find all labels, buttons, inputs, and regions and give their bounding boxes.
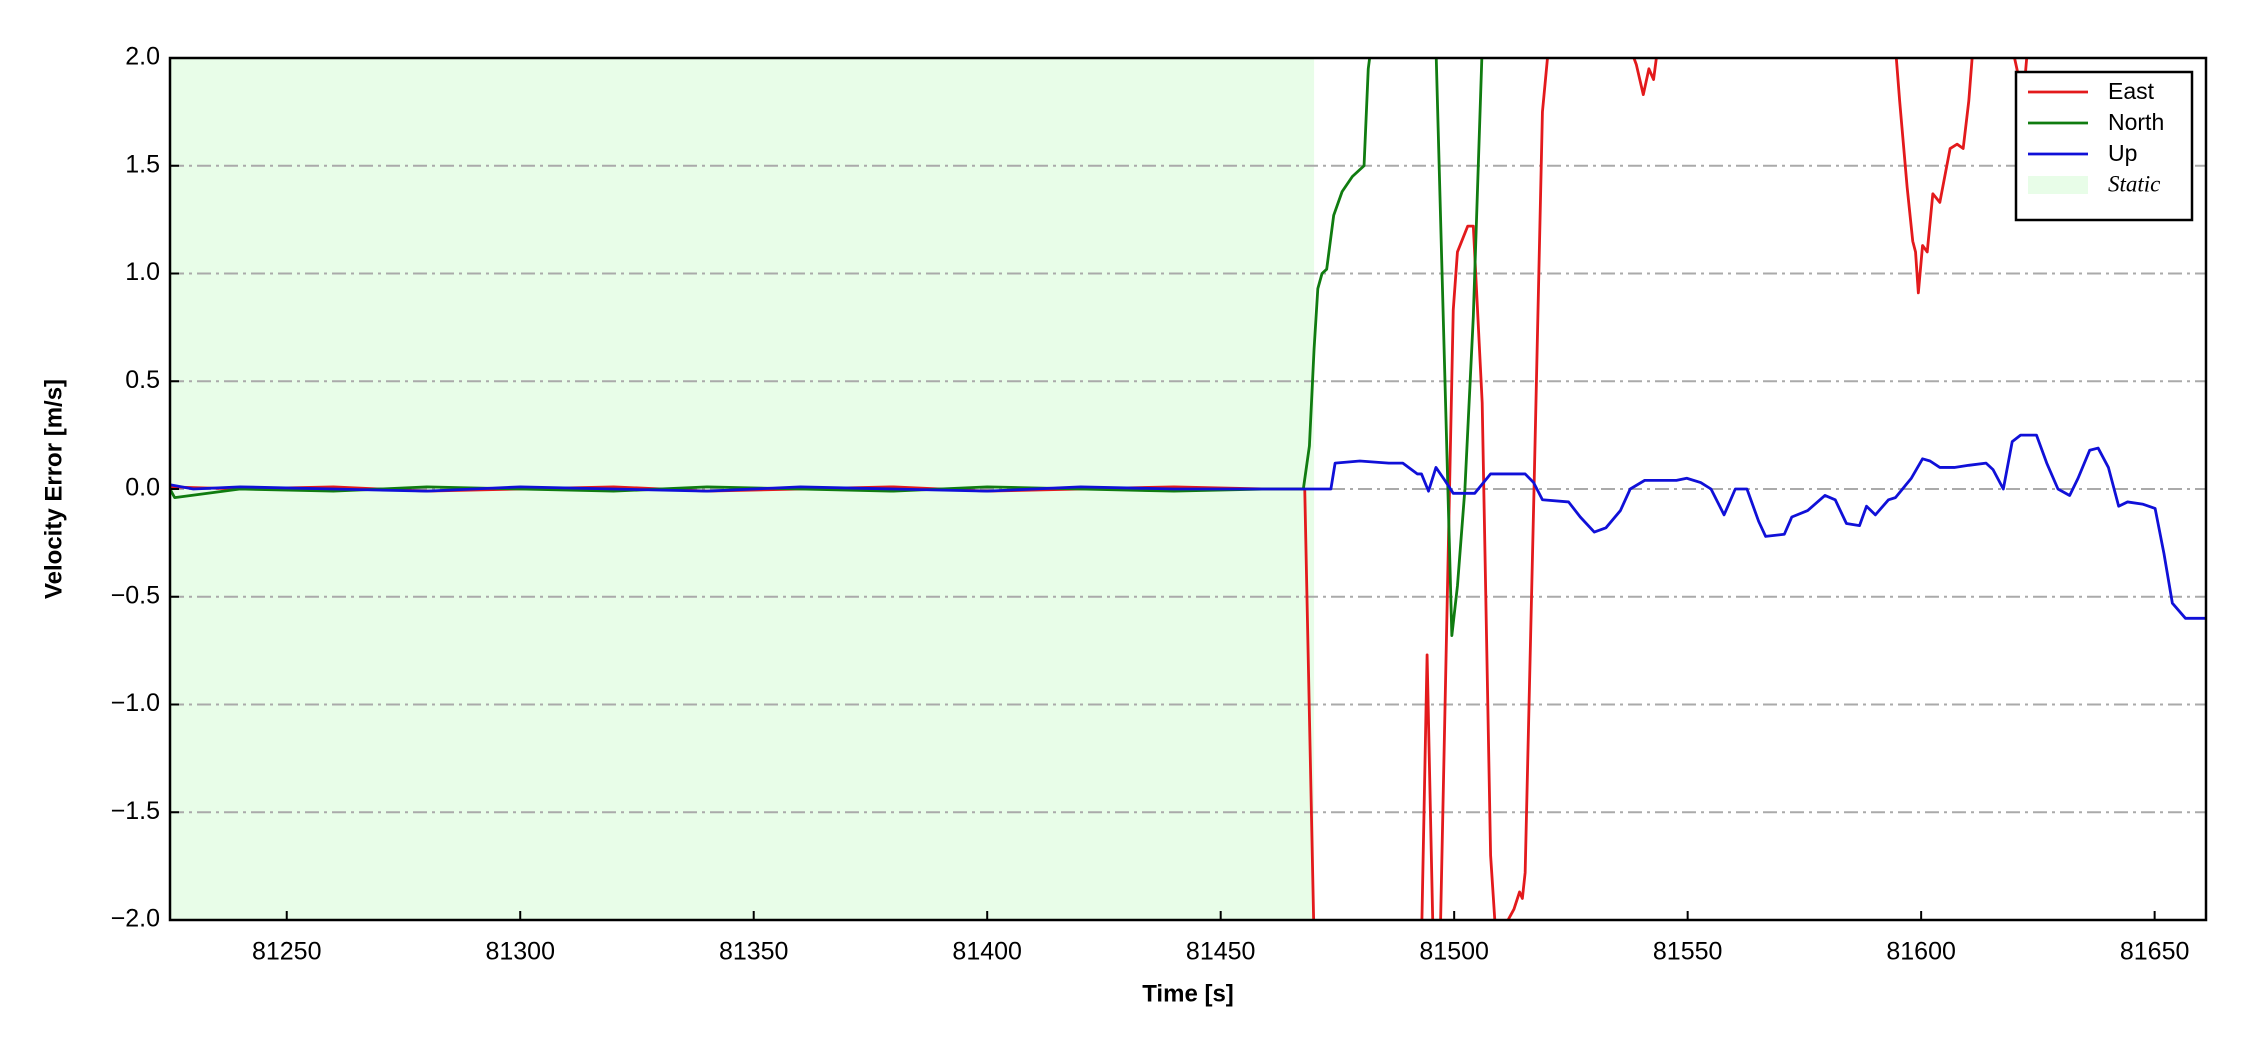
- legend-label: East: [2108, 78, 2155, 104]
- y-tick-label: −2.0: [111, 905, 160, 933]
- y-tick-label: 0.5: [125, 366, 160, 394]
- series-line: [170, 58, 1484, 637]
- x-tick-label: 81300: [485, 938, 555, 966]
- x-tick-label: 81600: [1886, 938, 1956, 966]
- x-tick-label: 81250: [252, 938, 322, 966]
- series-line: [170, 433, 2206, 620]
- y-tick-label: 2.0: [125, 43, 160, 71]
- legend-swatch: [2028, 176, 2088, 194]
- legend-box: [2014, 70, 2194, 222]
- legend-label: North: [2108, 109, 2164, 135]
- x-axis-label: Time [s]: [1142, 980, 1234, 1007]
- x-tick-label: 81550: [1653, 938, 1723, 966]
- y-tick-label: 0.0: [125, 474, 160, 502]
- legend-label: Up: [2108, 140, 2137, 166]
- y-tick-label: −1.0: [111, 689, 160, 717]
- legend-label: Static: [2108, 171, 2160, 196]
- y-tick-label: 1.5: [125, 150, 160, 178]
- y-tick-label: −1.5: [111, 797, 160, 825]
- axes: −2.0 −1.5 −1.0 −0.5 0.0 0.5 1.0 1.5 2.0 81250 8130…: [111, 43, 2190, 966]
- y-tick-label: 1.0: [125, 258, 160, 286]
- x-tick-label: 81350: [719, 938, 789, 966]
- y-tick-label: −0.5: [111, 581, 160, 609]
- legend: East North Up Static: [2014, 70, 2194, 222]
- plot-lines: [170, 58, 2206, 920]
- x-tick-label: 81400: [952, 938, 1022, 966]
- x-tick-label: 81450: [1186, 938, 1256, 966]
- x-tick-label: 81500: [1419, 938, 1489, 966]
- x-tick-label: 81650: [2120, 938, 2190, 966]
- y-axis-label: Velocity Error [m/s]: [40, 379, 67, 599]
